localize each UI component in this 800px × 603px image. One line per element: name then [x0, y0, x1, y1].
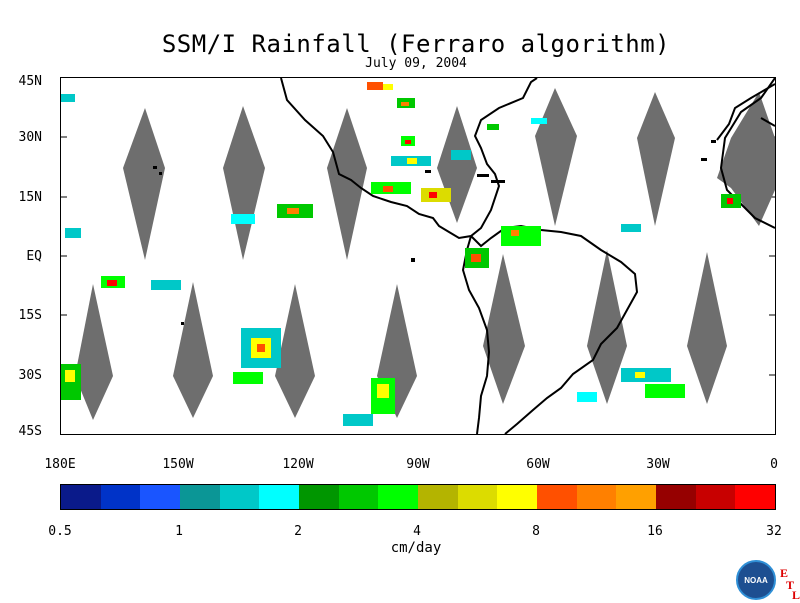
lon-label-120w: 120W	[282, 457, 314, 472]
rainfall-patches	[61, 82, 741, 426]
rainfall-map-canvas	[61, 78, 775, 434]
lon-label-150w: 150W	[162, 457, 194, 472]
africa-coast	[719, 78, 775, 229]
colorbar-segment-17	[735, 485, 776, 509]
colorbar-tick-0: 0.5	[48, 524, 72, 539]
colorbar-segment-13	[576, 485, 617, 509]
lon-label-30w: 30W	[646, 457, 670, 472]
swath-4	[437, 106, 477, 223]
colorbar-segment-12	[537, 485, 577, 509]
colorbar-segment-8	[378, 485, 419, 509]
colorbar	[60, 484, 776, 510]
etl-letter-t: T	[786, 578, 795, 592]
colorbar-segment-3	[180, 485, 220, 509]
colorbar-segment-7	[338, 485, 379, 509]
north-america-coast	[280, 78, 538, 240]
colorbar-segment-11	[497, 485, 538, 509]
etl-letter-e: E	[780, 566, 789, 580]
swath-7	[717, 92, 775, 226]
colorbar-segment-9	[418, 485, 458, 509]
noaa-logo: NOAA	[736, 560, 776, 600]
colorbar-tick-5: 16	[647, 524, 663, 539]
etl-letter-l: L	[792, 588, 800, 602]
lat-label-15n: 15N	[18, 190, 42, 205]
colorbar-segment-2	[140, 485, 181, 509]
colorbar-segment-4	[219, 485, 260, 509]
lon-label-60w: 60W	[526, 457, 550, 472]
lat-label-30s: 30S	[18, 368, 42, 383]
swath-14	[687, 252, 727, 404]
lat-label-eq: EQ	[26, 249, 42, 264]
europe-coast	[716, 83, 775, 141]
swath-8	[75, 284, 113, 420]
greenland-coast	[760, 117, 775, 127]
lat-label-15s: 15S	[18, 308, 42, 323]
colorbar-segment-14	[616, 485, 657, 509]
swath-13	[587, 250, 627, 404]
colorbar-segment-1	[100, 485, 141, 509]
map-title: SSM/I Rainfall (Ferraro algorithm)	[161, 30, 671, 58]
lat-label-45s: 45S	[18, 424, 42, 439]
swath-3	[327, 108, 367, 260]
colorbar-segment-6	[299, 485, 339, 509]
colorbar-segment-16	[695, 485, 736, 509]
colorbar-tick-2: 2	[294, 524, 302, 539]
south-america-west-coast	[461, 235, 491, 434]
swath-2	[223, 106, 265, 260]
colorbar-tick-6: 32	[766, 524, 782, 539]
lat-label-45n: 45N	[18, 74, 42, 89]
lon-label-180e: 180E	[44, 457, 76, 472]
swath-6	[637, 92, 675, 226]
noaa-logo-text: NOAA	[744, 575, 768, 585]
islands	[153, 140, 716, 325]
colorbar-tick-4: 8	[532, 524, 540, 539]
map-date: July 09, 2004	[365, 56, 467, 71]
swath-1	[123, 108, 165, 260]
swath-5	[535, 88, 577, 226]
lon-label-0: 0	[770, 457, 778, 472]
lon-label-90w: 90W	[406, 457, 430, 472]
colorbar-tick-1: 1	[175, 524, 183, 539]
colorbar-segment-10	[457, 485, 498, 509]
swath-10	[275, 284, 315, 418]
colorbar-unit: cm/day	[390, 540, 442, 556]
swath-12	[483, 254, 525, 404]
colorbar-tick-3: 4	[413, 524, 421, 539]
lat-label-30n: 30N	[18, 130, 42, 145]
colorbar-segment-0	[61, 485, 101, 509]
colorbar-segment-15	[656, 485, 696, 509]
swath-9	[173, 282, 213, 418]
rainfall-map	[60, 77, 776, 435]
colorbar-segment-5	[259, 485, 300, 509]
